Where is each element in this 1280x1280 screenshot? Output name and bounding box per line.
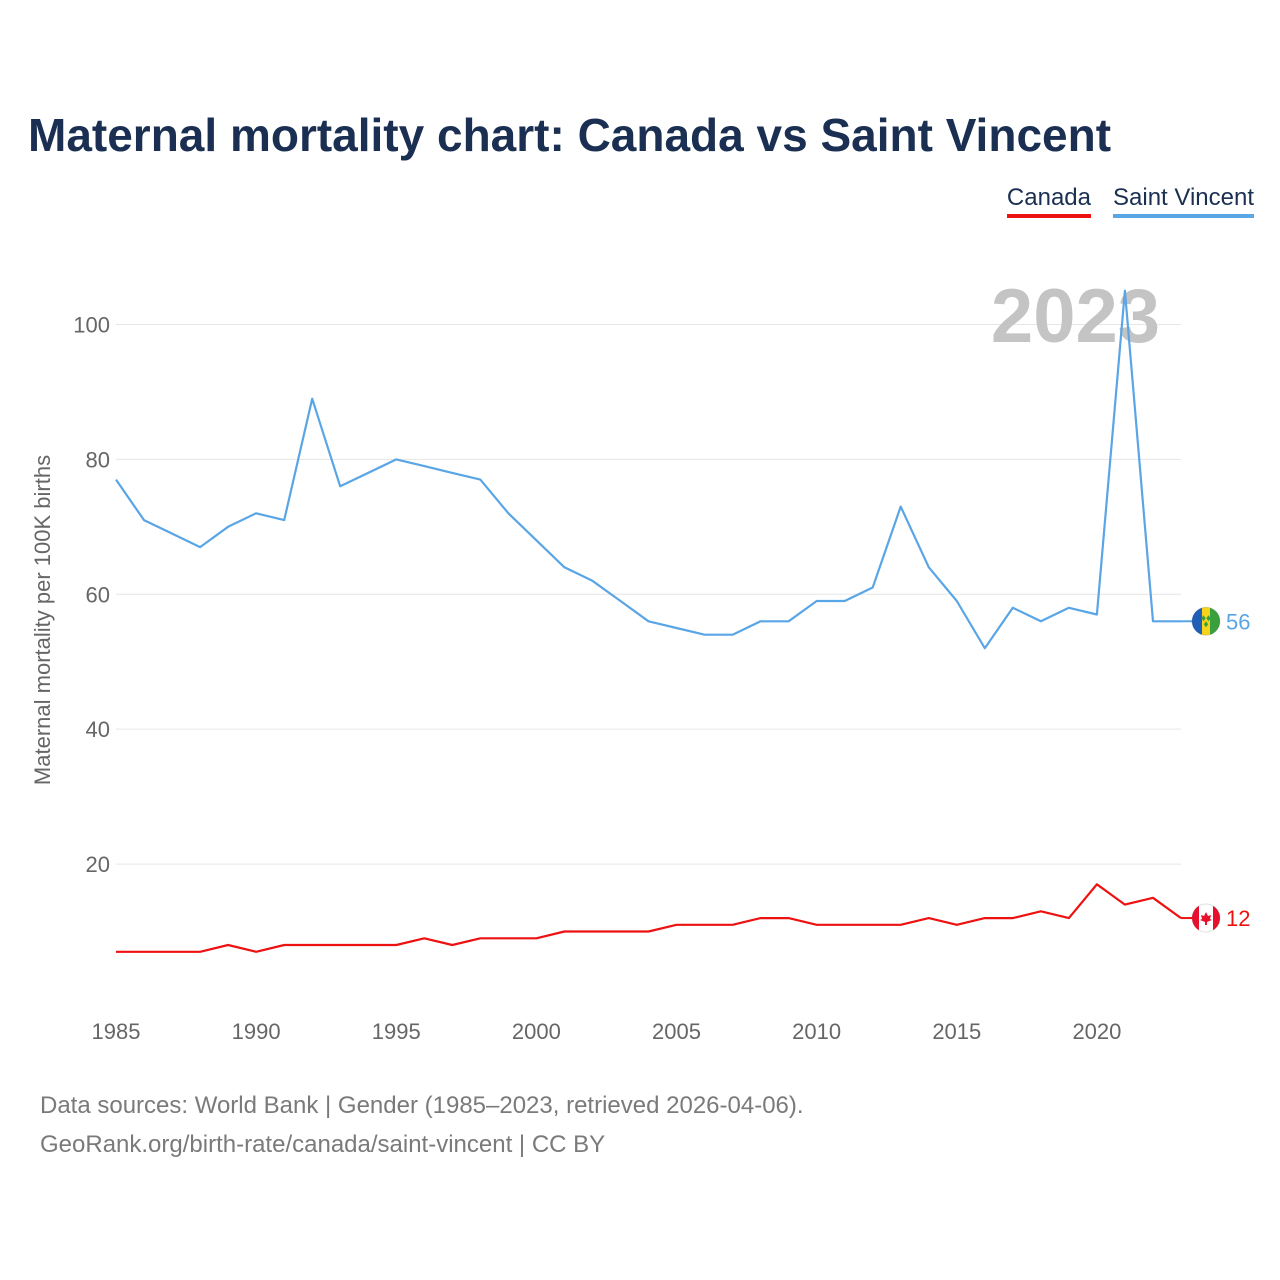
end-value-label-canada: 12 xyxy=(1226,906,1250,931)
y-tick-label: 60 xyxy=(86,582,110,607)
footer-sources: Data sources: World Bank | Gender (1985–… xyxy=(40,1092,804,1119)
x-tick-label: 1995 xyxy=(372,1019,421,1044)
y-tick-label: 100 xyxy=(73,312,110,337)
x-tick-label: 2015 xyxy=(932,1019,981,1044)
axis-ticks: 20 40 60 80 100 1985 1990 1995 2000 2005 2010 2015 2… xyxy=(73,312,1121,1044)
legend-item-canada[interactable]: Canada xyxy=(1006,184,1091,218)
line-chart: 2023 20 40 60 80 100 1985 1990 1995 2000 2005 2010… xyxy=(30,274,1250,1044)
series-end-labels: 56 12 xyxy=(1181,606,1250,933)
x-tick-label: 2010 xyxy=(792,1019,841,1044)
year-watermark: 2023 xyxy=(991,274,1160,359)
footer: Data sources: World Bank | Gender (1985–… xyxy=(40,1086,804,1164)
legend: Canada Saint Vincent xyxy=(1006,184,1254,218)
y-tick-label: 40 xyxy=(86,717,110,742)
x-tick-label: 1990 xyxy=(232,1019,281,1044)
y-tick-label: 20 xyxy=(86,852,110,877)
series-line-canada[interactable] xyxy=(116,883,1182,953)
series-line-saint-vincent[interactable] xyxy=(115,289,1181,650)
saint-vincent-flag-icon xyxy=(1191,606,1221,636)
page-title: Maternal mortality chart: Canada vs Sain… xyxy=(28,109,1112,161)
x-tick-label: 1985 xyxy=(92,1019,141,1044)
footer-credit: GeoRank.org/birth-rate/canada/saint-vinc… xyxy=(40,1131,606,1158)
x-tick-label: 2020 xyxy=(1072,1019,1121,1044)
x-tick-label: 2000 xyxy=(512,1019,561,1044)
grid-lines xyxy=(116,323,1181,865)
legend-item-saint-vincent[interactable]: Saint Vincent xyxy=(1113,184,1254,218)
x-tick-label: 2005 xyxy=(652,1019,701,1044)
end-value-label-saint-vincent: 56 xyxy=(1226,609,1250,634)
canada-flag-icon xyxy=(1191,903,1221,933)
y-axis-title: Maternal mortality per 100K births xyxy=(30,455,55,785)
y-tick-label: 80 xyxy=(86,447,110,472)
series-lines xyxy=(115,289,1182,953)
